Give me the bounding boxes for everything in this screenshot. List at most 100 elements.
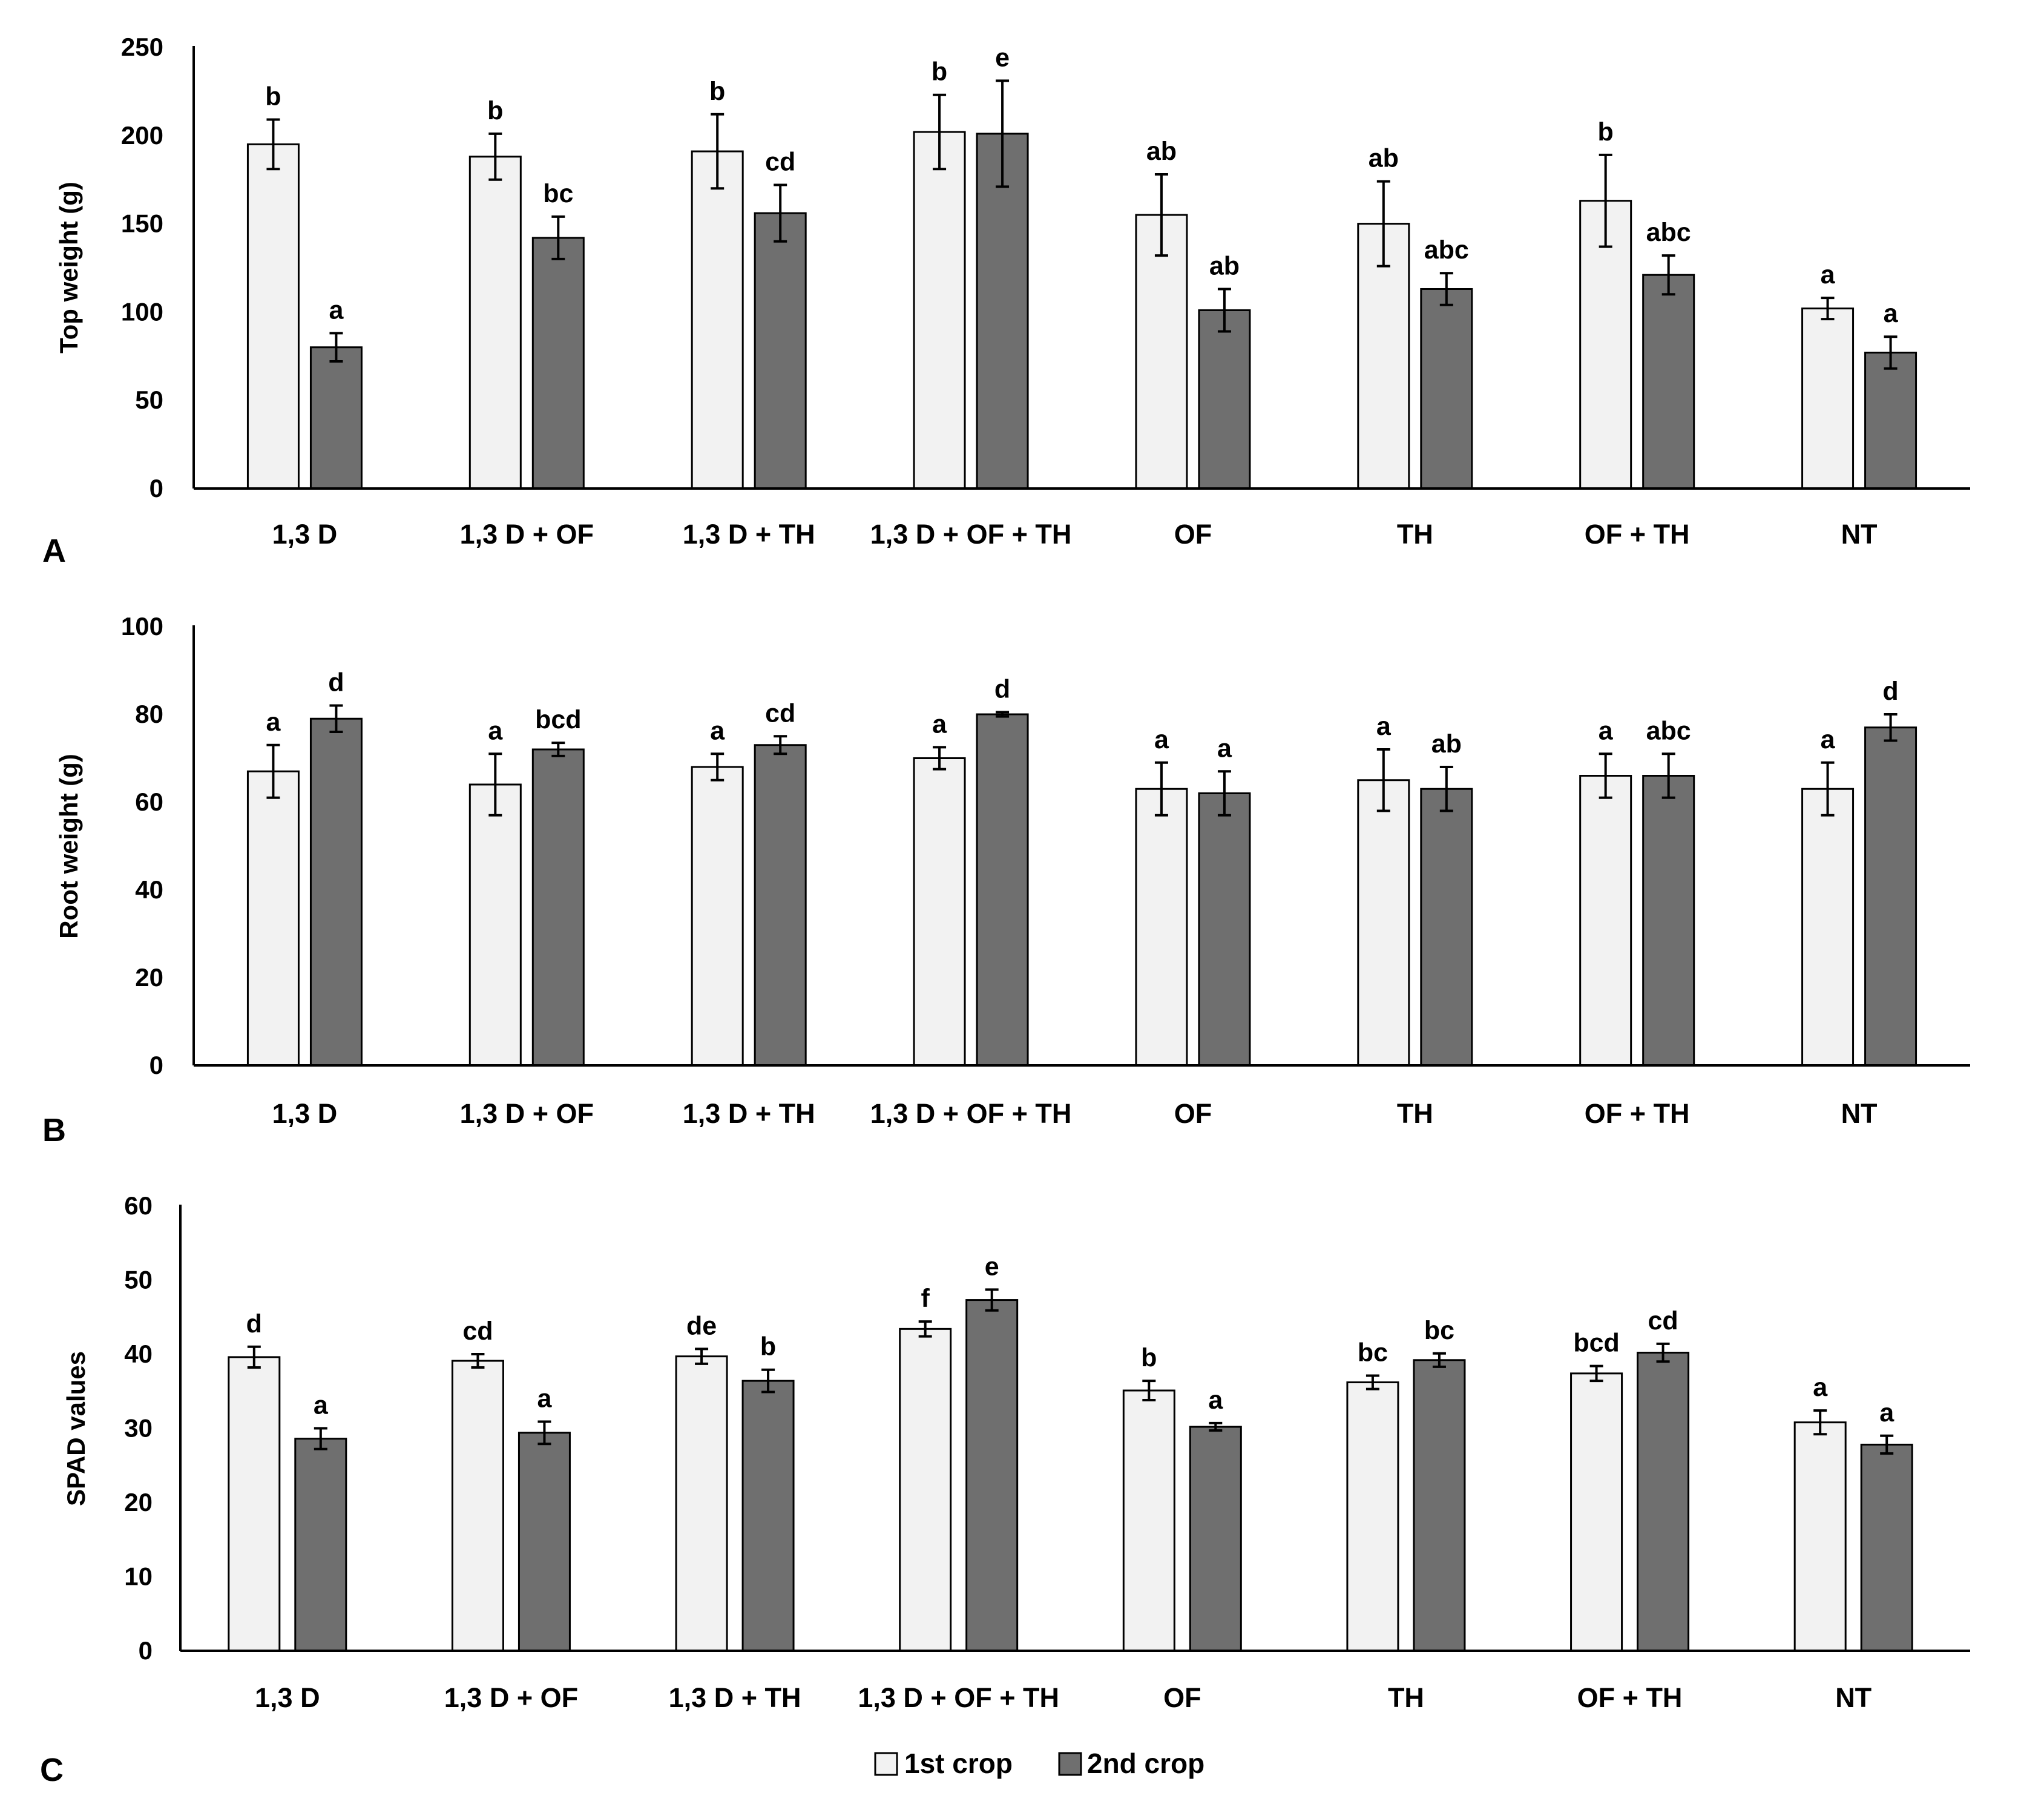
significance-letter-1st-crop-1-3-d-of: cd <box>462 1317 493 1346</box>
panel-label-a: A <box>42 533 66 569</box>
significance-letter-2nd-crop-1-3-d-of: a <box>537 1384 552 1413</box>
x-tick-label: 1,3 D + TH <box>683 519 815 550</box>
significance-letter-2nd-crop-1-3-d-of-th: d <box>994 674 1010 703</box>
significance-letter-2nd-crop-1-3-d-of-th: e <box>985 1252 999 1281</box>
significance-letter-1st-crop-1-3-d-th: de <box>686 1311 717 1340</box>
significance-letter-1st-crop-th: a <box>1376 712 1392 741</box>
significance-letter-1st-crop-1-3-d-th: a <box>710 716 725 745</box>
x-tick-label: 1,3 D + OF <box>460 519 594 550</box>
bar-1st-crop-1-3-d-of-th <box>899 1328 952 1652</box>
significance-letter-2nd-crop-1-3-d-of: bc <box>543 179 573 208</box>
x-tick-label: OF + TH <box>1577 1682 1683 1713</box>
y-tick-label: 0 <box>150 1051 163 1079</box>
significance-letter-2nd-crop-1-3-d: a <box>314 1391 329 1420</box>
bar-1st-crop-of-th <box>1579 775 1632 1067</box>
legend-label-2nd-crop: 2nd crop <box>1087 1748 1204 1779</box>
significance-letter-2nd-crop-th: bc <box>1424 1316 1454 1345</box>
bar-2nd-crop-1-3-d-th <box>741 1380 795 1652</box>
x-tick-label: OF + TH <box>1585 519 1690 550</box>
y-tick-label: 0 <box>139 1636 153 1665</box>
significance-letter-1st-crop-of-th: a <box>1599 716 1614 745</box>
legend-label-1st-crop: 1st crop <box>904 1748 1013 1779</box>
bar-2nd-crop-1-3-d-of <box>531 748 585 1067</box>
significance-letter-1st-crop-of: b <box>1141 1343 1157 1372</box>
x-tick-label: NT <box>1835 1682 1871 1713</box>
bar-1st-crop-of-th <box>1579 200 1632 490</box>
significance-letter-2nd-crop-th: abc <box>1424 235 1469 265</box>
x-tick-label: 1,3 D + OF + TH <box>870 1098 1072 1129</box>
bar-1st-crop-1-3-d-of-th <box>913 131 966 490</box>
bar-1st-crop-1-3-d-th <box>675 1355 728 1652</box>
bar-2nd-crop-th <box>1420 288 1473 490</box>
y-axis-title: SPAD values <box>62 1351 90 1506</box>
x-tick-label: TH <box>1388 1682 1424 1713</box>
y-tick-label: 40 <box>135 875 163 904</box>
significance-letter-2nd-crop-1-3-d-of: bcd <box>535 705 581 734</box>
bar-1st-crop-of-th <box>1570 1372 1623 1652</box>
x-tick-label: OF <box>1174 1098 1212 1129</box>
bar-1st-crop-1-3-d <box>246 770 300 1067</box>
significance-letter-1st-crop-th: bc <box>1358 1338 1388 1367</box>
y-tick-label: 50 <box>124 1266 153 1294</box>
bar-1st-crop-of <box>1135 214 1188 490</box>
significance-letter-2nd-crop-of-th: cd <box>1648 1306 1678 1335</box>
chart-panel-a: 0 50 100 150 200 250 Top weight (g) b a 1,3 D b bc 1… <box>54 33 1970 550</box>
bar-1st-crop-th <box>1357 223 1410 490</box>
bar-2nd-crop-1-3-d-of <box>531 237 585 490</box>
y-tick-label: 10 <box>124 1562 153 1591</box>
bar-2nd-crop-of <box>1198 309 1251 490</box>
bar-2nd-crop-of <box>1189 1426 1242 1652</box>
significance-letter-2nd-crop-1-3-d: d <box>328 668 344 697</box>
y-tick-label: 100 <box>121 612 163 640</box>
bar-1st-crop-1-3-d-of <box>468 156 522 490</box>
significance-letter-2nd-crop-1-3-d-of-th: e <box>995 43 1010 72</box>
y-tick-label: 100 <box>121 297 163 326</box>
bar-1st-crop-1-3-d-th <box>691 766 744 1067</box>
x-tick-label: NT <box>1841 1098 1878 1129</box>
x-tick-label: OF <box>1174 519 1212 550</box>
bar-1st-crop-of <box>1122 1389 1175 1652</box>
bar-2nd-crop-1-3-d <box>309 717 363 1067</box>
significance-letter-1st-crop-1-3-d-of-th: b <box>932 58 947 87</box>
significance-letter-2nd-crop-of: a <box>1217 734 1232 763</box>
y-tick-label: 150 <box>121 209 163 238</box>
bar-2nd-crop-nt <box>1860 1443 1913 1652</box>
bar-1st-crop-1-3-d <box>246 143 300 490</box>
y-tick-label: 40 <box>124 1340 153 1368</box>
x-tick-label: 1,3 D + OF + TH <box>870 519 1072 550</box>
bar-2nd-crop-1-3-d-th <box>754 744 807 1067</box>
x-tick-label: OF + TH <box>1585 1098 1690 1129</box>
significance-letter-1st-crop-nt: a <box>1821 725 1836 754</box>
significance-letter-1st-crop-nt: a <box>1813 1373 1828 1402</box>
panel-label-b: B <box>42 1112 66 1148</box>
x-tick-label: 1,3 D <box>255 1682 320 1713</box>
bar-2nd-crop-1-3-d <box>309 346 363 490</box>
bar-1st-crop-1-3-d-of <box>451 1360 504 1652</box>
bar-2nd-crop-of <box>1198 792 1251 1067</box>
bar-2nd-crop-1-3-d-of-th <box>976 713 1029 1067</box>
significance-letter-1st-crop-1-3-d-of-th: a <box>932 709 947 739</box>
significance-letter-2nd-crop-th: ab <box>1431 729 1462 758</box>
y-tick-label: 80 <box>135 700 163 728</box>
chart-panel-c: 0 10 20 30 40 50 60 SPAD values d a 1,3 D cd a 1,3 D … <box>62 1191 1970 1713</box>
bar-2nd-crop-of-th <box>1642 274 1695 490</box>
y-tick-label: 20 <box>124 1488 153 1516</box>
legend-swatch-2nd-crop <box>1058 1752 1082 1776</box>
y-tick-label: 20 <box>135 963 163 992</box>
x-tick-label: 1,3 D + TH <box>669 1682 801 1713</box>
significance-letter-2nd-crop-nt: a <box>1884 299 1899 328</box>
bar-1st-crop-nt <box>1793 1421 1847 1652</box>
bar-2nd-crop-nt <box>1864 351 1917 490</box>
bar-2nd-crop-of-th <box>1642 775 1695 1067</box>
bar-2nd-crop-1-3-d-th <box>754 212 807 490</box>
y-tick-label: 60 <box>135 788 163 816</box>
significance-letter-2nd-crop-1-3-d-th: cd <box>765 147 795 176</box>
x-tick-label: TH <box>1397 519 1433 550</box>
significance-letter-1st-crop-th: ab <box>1369 144 1399 173</box>
x-tick-label: OF <box>1163 1682 1201 1713</box>
legend: 1st crop 2nd crop <box>874 1748 1204 1779</box>
significance-letter-2nd-crop-of: a <box>1208 1386 1223 1415</box>
significance-letter-2nd-crop-of-th: abc <box>1646 218 1691 247</box>
